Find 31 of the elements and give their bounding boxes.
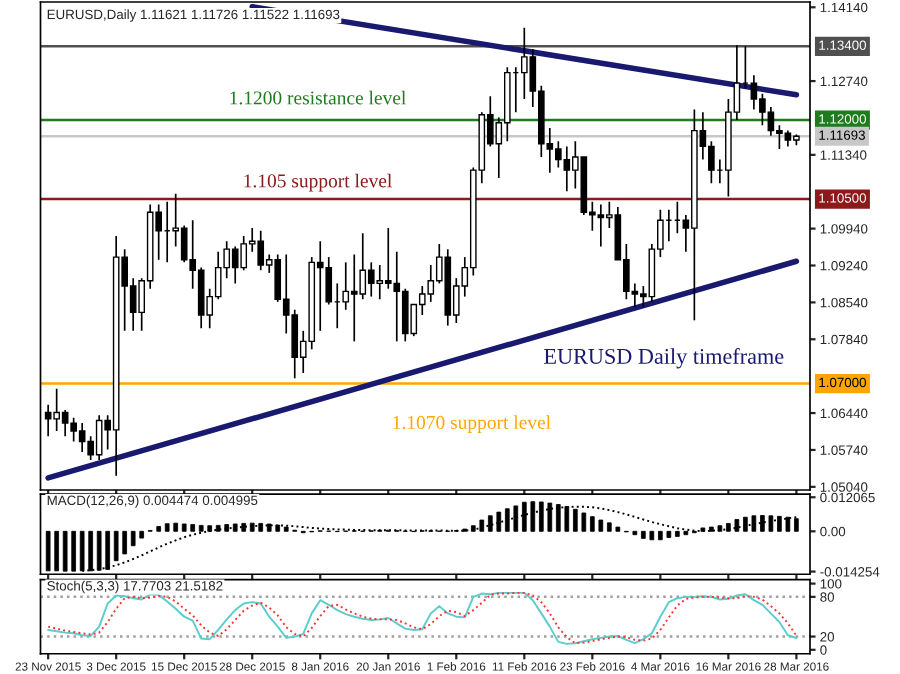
candlestick: [61, 409, 69, 438]
annotation: 1.105 support level: [244, 173, 392, 192]
candlestick: [342, 261, 350, 311]
candlestick: [350, 253, 358, 343]
candlestick: [767, 106, 775, 137]
annotation: 1.1070 support level: [393, 415, 551, 433]
annotation: EURUSD Daily timeframe: [544, 348, 784, 369]
candlestick: [325, 256, 333, 306]
candlestick: [401, 287, 409, 343]
candlestick: [257, 229, 265, 272]
annotation: 1.1200 resistance level: [230, 90, 406, 105]
candlestick: [70, 416, 77, 443]
candlestick: [554, 140, 562, 169]
candlestick: [597, 203, 605, 248]
candlestick: [231, 245, 239, 285]
candlestick: [563, 145, 571, 193]
candlestick: [367, 261, 375, 298]
candlestick: [384, 227, 392, 290]
candlestick: [359, 232, 367, 301]
candlestick: [78, 422, 86, 453]
candlestick: [180, 224, 188, 264]
candlestick: [197, 266, 205, 330]
candlestick: [393, 250, 401, 343]
candlestick: [240, 235, 248, 272]
candlestick: [427, 264, 435, 303]
line-series: [47, 591, 798, 645]
candlestick: [376, 264, 384, 301]
candlestick: [520, 27, 528, 100]
candlestick: [44, 403, 52, 438]
candlestick: [750, 74, 758, 111]
candlestick: [53, 387, 60, 432]
